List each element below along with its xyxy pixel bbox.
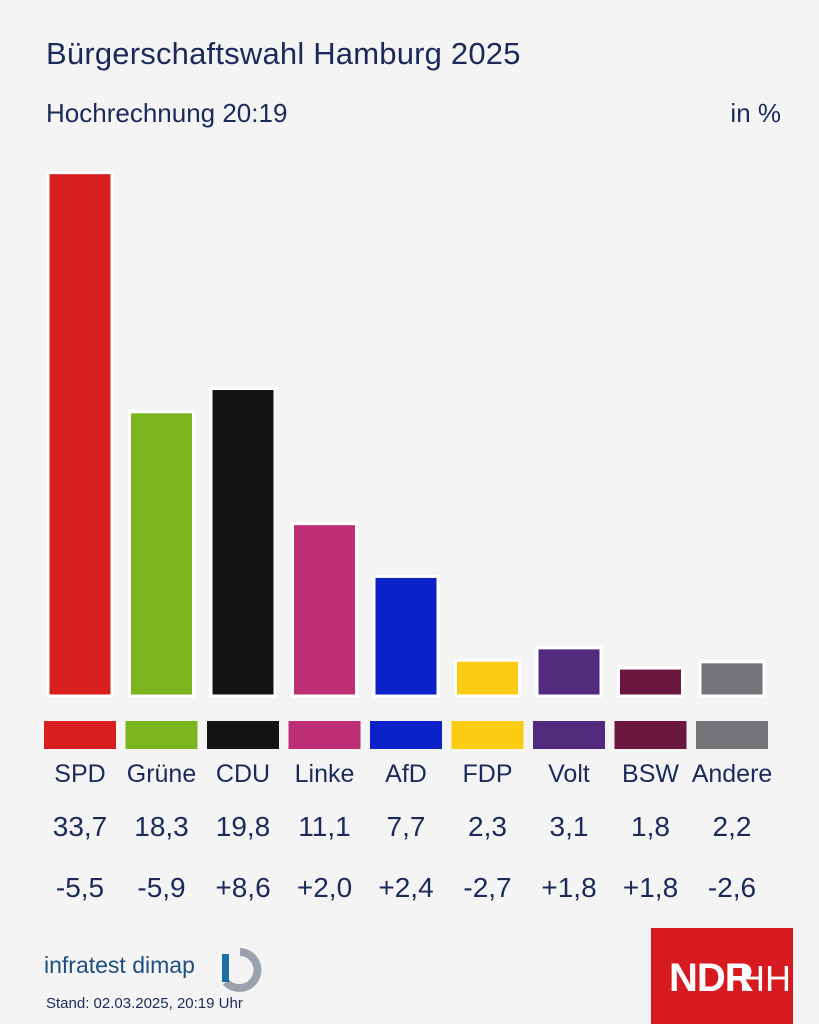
value-label: 18,3 [134, 811, 189, 842]
change-label: +1,8 [623, 872, 678, 903]
value-label: 11,1 [298, 811, 350, 842]
party-label: Linke [295, 760, 355, 788]
bar-cdu [209, 387, 277, 698]
party-label: Andere [692, 760, 773, 788]
party-label: Volt [548, 760, 590, 788]
bar-volt [535, 646, 603, 698]
legend-swatch-bsw [614, 721, 687, 749]
legend-swatch-grüne [125, 721, 198, 749]
infratest-dimap-icon [222, 948, 262, 992]
legend-swatch-linke [288, 721, 361, 749]
value-label: 19,8 [216, 811, 271, 842]
party-label: FDP [463, 760, 513, 788]
bar-chart: SPD 33,7 -5,5 Grüne 18,3 -5,9 CDU 19,8 +8,6 Linke… [44, 171, 773, 903]
change-label: +8,6 [215, 872, 270, 903]
value-label: 7,7 [387, 811, 426, 842]
legend-swatch-afd [370, 721, 442, 749]
bar-linke [291, 522, 358, 698]
value-label: 33,7 [53, 811, 108, 842]
bar-bsw [617, 666, 684, 698]
timestamp: Stand: 02.03.2025, 20:19 Uhr [46, 995, 243, 1012]
party-label: CDU [216, 760, 270, 788]
legend-swatch-volt [533, 721, 605, 749]
party-label: Grüne [127, 760, 196, 788]
bar-afd [372, 574, 440, 698]
source-logo: infratest dimap [44, 952, 195, 979]
value-label: 2,3 [468, 811, 507, 842]
chart-title: Bürgerschaftswahl Hamburg 2025 [46, 36, 521, 71]
bar-fdp [454, 658, 521, 698]
change-label: +2,0 [297, 872, 352, 903]
change-label: -5,9 [137, 872, 185, 903]
party-label: SPD [54, 760, 105, 788]
unit-label: in % [730, 98, 781, 128]
value-label: 2,2 [713, 811, 752, 842]
change-label: -2,7 [463, 872, 511, 903]
party-label: BSW [622, 760, 679, 788]
party-label: AfD [385, 760, 427, 788]
legend-swatch-fdp [451, 721, 524, 749]
ndr-logo: NDR HH [651, 928, 793, 1024]
value-label: 1,8 [631, 811, 670, 842]
value-label: 3,1 [550, 811, 589, 842]
chart-subtitle: Hochrechnung 20:19 [46, 98, 288, 128]
source-name-dimap: dimap [132, 952, 195, 978]
legend-swatch-spd [44, 721, 116, 749]
broadcaster-label: NDR [669, 956, 754, 1000]
legend-swatch-andere [696, 721, 768, 749]
change-label: -5,5 [56, 872, 104, 903]
legend-swatch-cdu [207, 721, 279, 749]
source-name: infratest [44, 952, 126, 978]
change-label: -2,6 [708, 872, 756, 903]
bar-andere [698, 660, 766, 698]
change-label: +1,8 [541, 872, 596, 903]
bar-spd [46, 171, 114, 698]
change-label: +2,4 [378, 872, 433, 903]
region-label: HH [739, 958, 791, 999]
bar-grüne [128, 410, 195, 698]
